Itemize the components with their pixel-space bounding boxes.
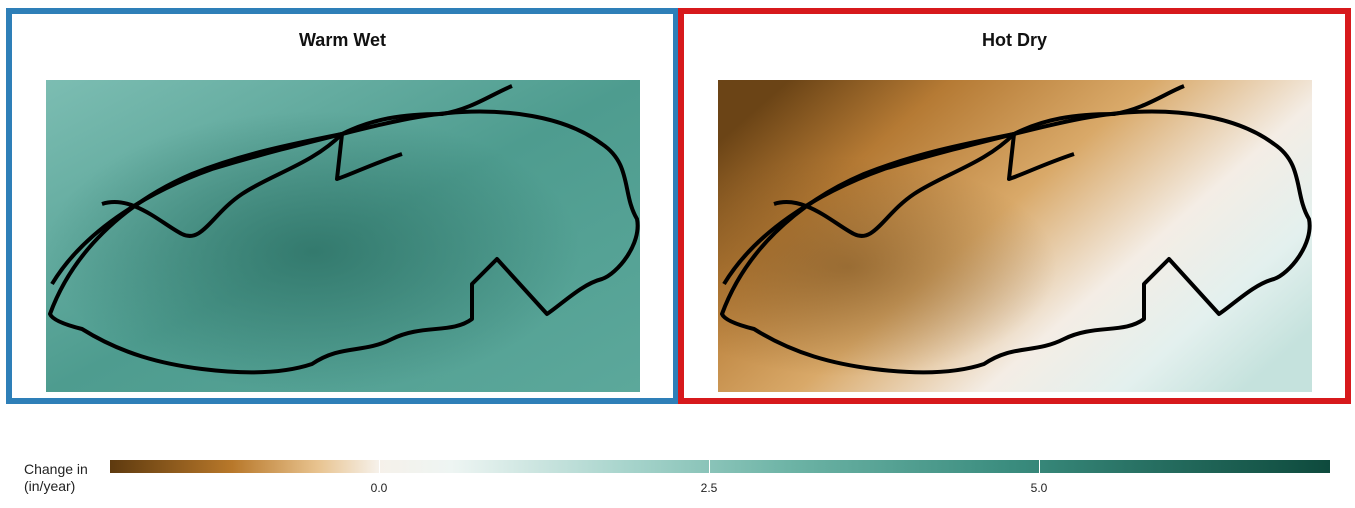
park-boundary <box>48 84 640 375</box>
panel-warm-wet: Warm Wet <box>6 8 679 404</box>
park-boundary <box>720 84 1312 375</box>
raster-core <box>46 80 640 392</box>
legend-tick-label: 2.5 <box>700 481 718 495</box>
panel-title: Hot Dry <box>981 30 1047 50</box>
color-legend: Change in (in/year) <box>0 440 1355 508</box>
panel-hot-dry: Hot Dry <box>678 8 1351 404</box>
legend-title-line2: (in/year) <box>24 478 76 494</box>
legend-tick-label: 0.0 <box>370 481 388 495</box>
legend-tick <box>379 457 380 477</box>
legend-tick <box>709 457 710 477</box>
raster-core <box>718 80 1312 392</box>
legend-tick <box>1039 457 1040 477</box>
legend-tick-label: 5.0 <box>1030 481 1048 495</box>
legend-colorbar <box>110 460 1330 473</box>
legend-title-line1: Change in <box>24 461 88 477</box>
map-warm-wet <box>46 80 640 392</box>
panel-title: Warm Wet <box>298 30 386 50</box>
legend-title: Change in (in/year) <box>24 461 88 495</box>
map-hot-dry <box>718 80 1312 392</box>
